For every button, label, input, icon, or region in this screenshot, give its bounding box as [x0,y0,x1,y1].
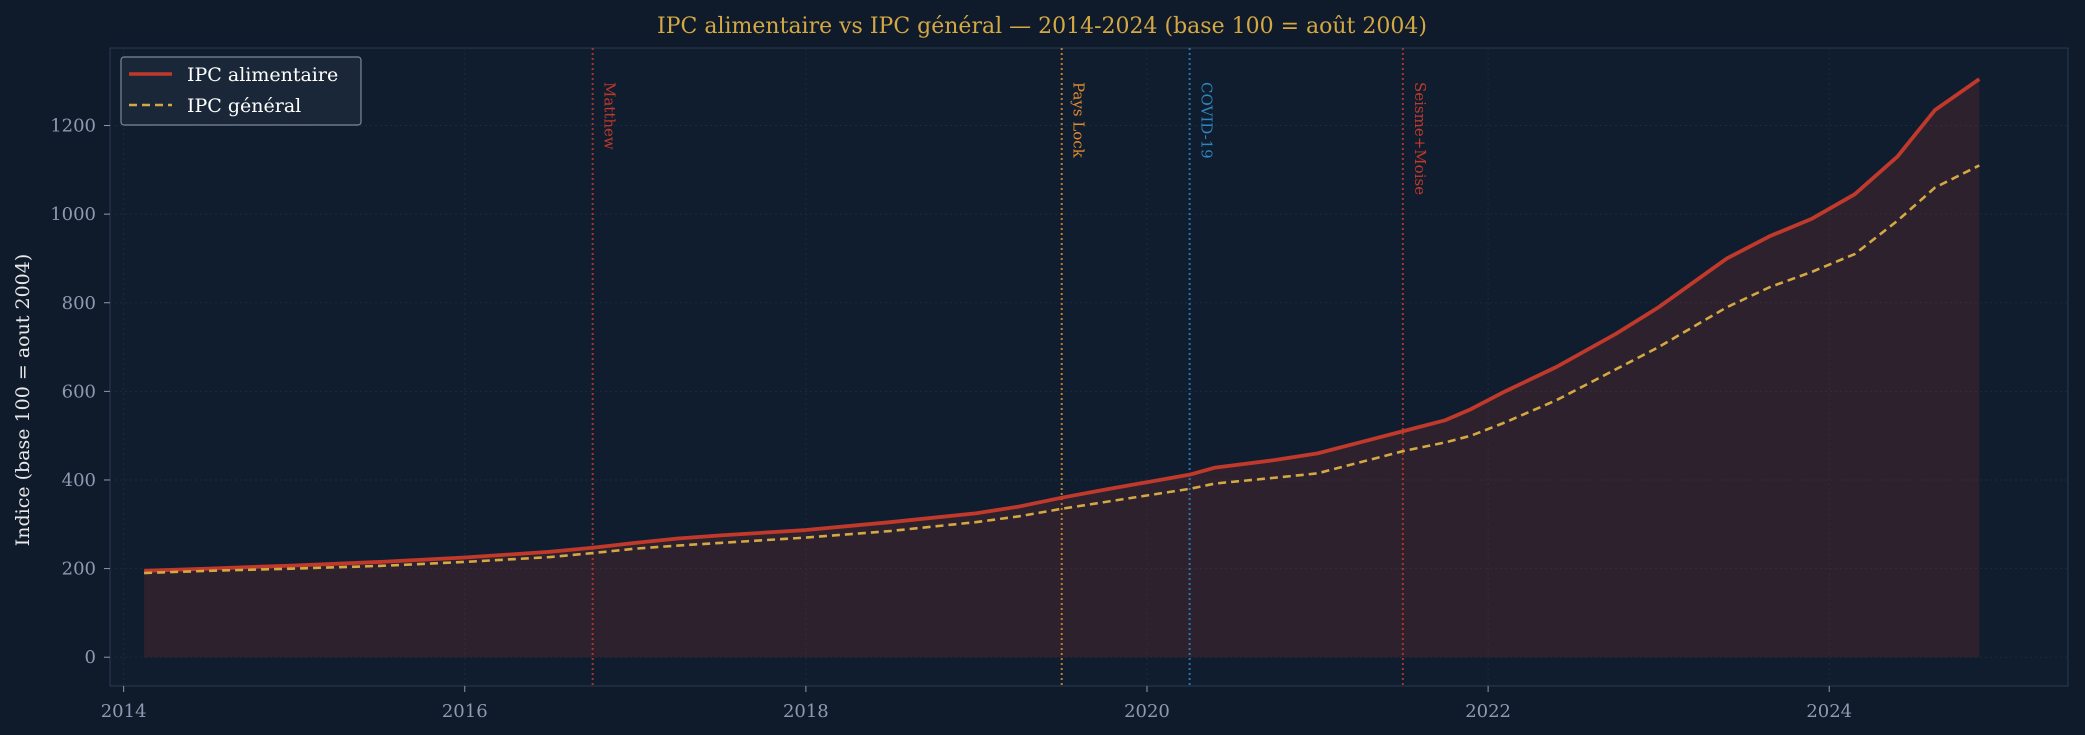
y-tick-label: 1200 [50,116,96,137]
x-tick-label: 2022 [1465,701,1511,722]
series-line-ipc-general [144,164,1980,575]
event-label: COVID-19 [1198,82,1216,159]
grid [110,48,2068,686]
y-tick-label: 400 [62,470,96,491]
legend-label-ipc-alimentaire: IPC alimentaire [187,64,338,86]
x-tick-label: 2024 [1806,701,1852,722]
x-tick-label: 2014 [101,701,147,722]
y-tick-label: 600 [62,381,96,402]
y-tick-label: 0 [85,647,96,668]
event-lines: Matthew Pays Lock COVID-19 Seisme+Moise [591,48,1429,686]
y-tick-label: 200 [62,559,96,580]
x-tick-label: 2018 [783,701,829,722]
series-line-ipc-alimentaire [144,77,1981,573]
plot-area [109,47,2069,687]
y-axis-label: Indice (base 100 = aout 2004) [12,254,34,547]
series-lines [144,77,1981,575]
legend-label-ipc-general: IPC général [187,95,301,117]
event-label: Seisme+Moise [1411,82,1429,195]
y-axis-ticks: 0 200 400 600 800 1000 1200 [50,116,110,668]
event-label: Matthew [601,82,619,150]
legend-box [120,56,362,126]
chart-title: IPC alimentaire vs IPC général — 2014-20… [657,14,1427,39]
y-tick-label: 1000 [50,204,96,225]
area-fill-layer [144,79,1980,658]
x-tick-label: 2016 [442,701,488,722]
y-tick-label: 800 [62,293,96,314]
x-tick-label: 2020 [1124,701,1170,722]
event-label: Pays Lock [1070,82,1088,159]
legend: IPC alimentaire IPC général [120,56,362,126]
area-fill-ipc-alimentaire [144,79,1980,658]
x-axis-ticks: 2014 2016 2018 2020 2022 2024 [101,686,1852,722]
